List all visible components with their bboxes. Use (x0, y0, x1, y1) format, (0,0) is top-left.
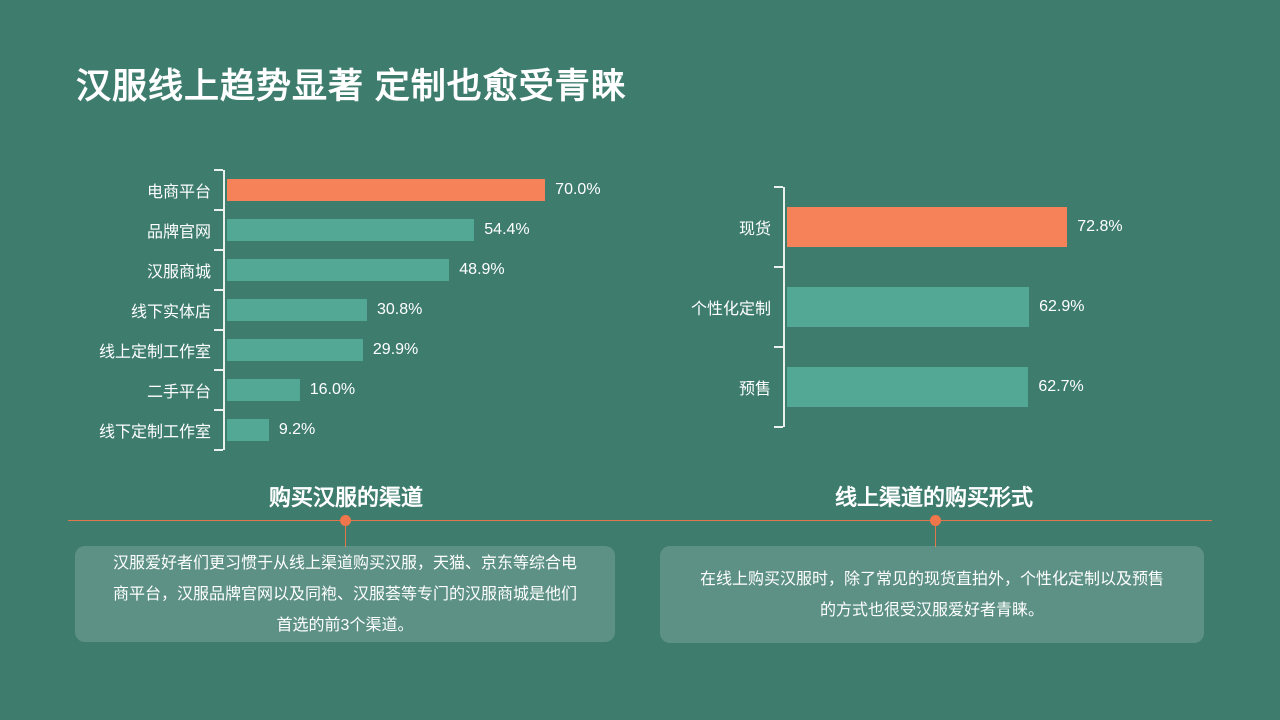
bar-row: 线上定制工作室 29.9% (76, 330, 656, 370)
value-label: 29.9% (372, 341, 419, 358)
axis-tick (774, 266, 783, 268)
online-purchase-forms-chart: 现货 72.8% 个性化定制 62.9% 预售 62.7% (660, 186, 1220, 428)
left-section-heading: 购买汉服的渠道 (268, 485, 423, 510)
left-divider-dot (340, 515, 351, 526)
bar-row: 二手平台 16.0% (76, 370, 656, 410)
value-label: 72.8% (1077, 218, 1123, 235)
value-label: 30.8% (377, 301, 423, 318)
axis-tick (214, 449, 223, 451)
axis-tick (214, 249, 223, 251)
chart-axis (223, 170, 225, 450)
bar (227, 179, 546, 201)
bar (787, 367, 1029, 407)
bar (227, 339, 363, 361)
bar-row: 电商平台 70.0% (76, 170, 656, 210)
right-divider-dot (930, 515, 941, 526)
bar-row: 线下实体店 30.8% (76, 290, 656, 330)
value-label: 9.2% (278, 421, 316, 438)
category-label: 个性化定制 (690, 301, 771, 318)
category-label: 品牌官网 (146, 224, 211, 241)
value-label: 16.0% (309, 381, 356, 398)
axis-tick (214, 169, 223, 171)
value-label: 54.4% (484, 221, 530, 238)
bar-row: 线下定制工作室 9.2% (76, 410, 656, 450)
value-label: 62.9% (1039, 298, 1085, 315)
bar-row: 品牌官网 54.4% (76, 210, 656, 250)
category-label: 线下定制工作室 (98, 424, 211, 441)
right-note-card: 在线上购买汉服时，除了常见的现货直拍外，个性化定制以及预售的方式也很受汉服爱好者… (660, 546, 1204, 643)
bar-row: 汉服商城 48.9% (76, 250, 656, 290)
bar (787, 287, 1030, 327)
category-label: 线上定制工作室 (98, 344, 211, 361)
category-label: 二手平台 (146, 384, 211, 401)
bar (227, 379, 300, 401)
category-label: 线下实体店 (130, 304, 211, 321)
left-connector-line (345, 521, 346, 547)
category-label: 汉服商城 (146, 264, 211, 281)
axis-tick (774, 346, 783, 348)
bar-row: 个性化定制 62.9% (660, 267, 1220, 347)
bar (227, 299, 367, 321)
right-connector-line (935, 521, 936, 547)
page-title: 汉服线上趋势显著 定制也愈受青睐 (76, 67, 627, 106)
axis-tick (774, 186, 783, 188)
axis-tick (214, 329, 223, 331)
axis-tick (214, 209, 223, 211)
axis-tick (214, 289, 223, 291)
category-label: 预售 (738, 381, 771, 398)
axis-tick (214, 409, 223, 411)
left-note-card: 汉服爱好者们更习惯于从线上渠道购买汉服，天猫、京东等综合电商平台，汉服品牌官网以… (75, 546, 615, 642)
bar (787, 207, 1068, 247)
bar (227, 259, 450, 281)
category-label: 现货 (738, 221, 771, 238)
right-section-heading: 线上渠道的购买形式 (834, 485, 1033, 510)
value-label: 70.0% (555, 181, 601, 198)
bar (227, 419, 269, 441)
purchase-channels-chart: 电商平台 70.0% 品牌官网 54.4% 汉服商城 48.9% 线下实体店 30.8% 线上定… (76, 169, 656, 451)
axis-tick (214, 369, 223, 371)
chart-axis (783, 187, 785, 427)
value-label: 62.7% (1038, 378, 1084, 395)
bar-row: 现货 72.8% (660, 187, 1220, 267)
category-label: 电商平台 (146, 184, 211, 201)
value-label: 48.9% (459, 261, 505, 278)
left-note-text: 汉服爱好者们更习惯于从线上渠道购买汉服，天猫、京东等综合电商平台，汉服品牌官网以… (112, 554, 577, 634)
bar-row: 预售 62.7% (660, 347, 1220, 427)
axis-tick (774, 426, 783, 428)
right-note-text: 在线上购买汉服时，除了常见的现货直拍外，个性化定制以及预售的方式也很受汉服爱好者… (699, 570, 1164, 619)
bar (227, 219, 475, 241)
divider-line (68, 520, 1212, 521)
